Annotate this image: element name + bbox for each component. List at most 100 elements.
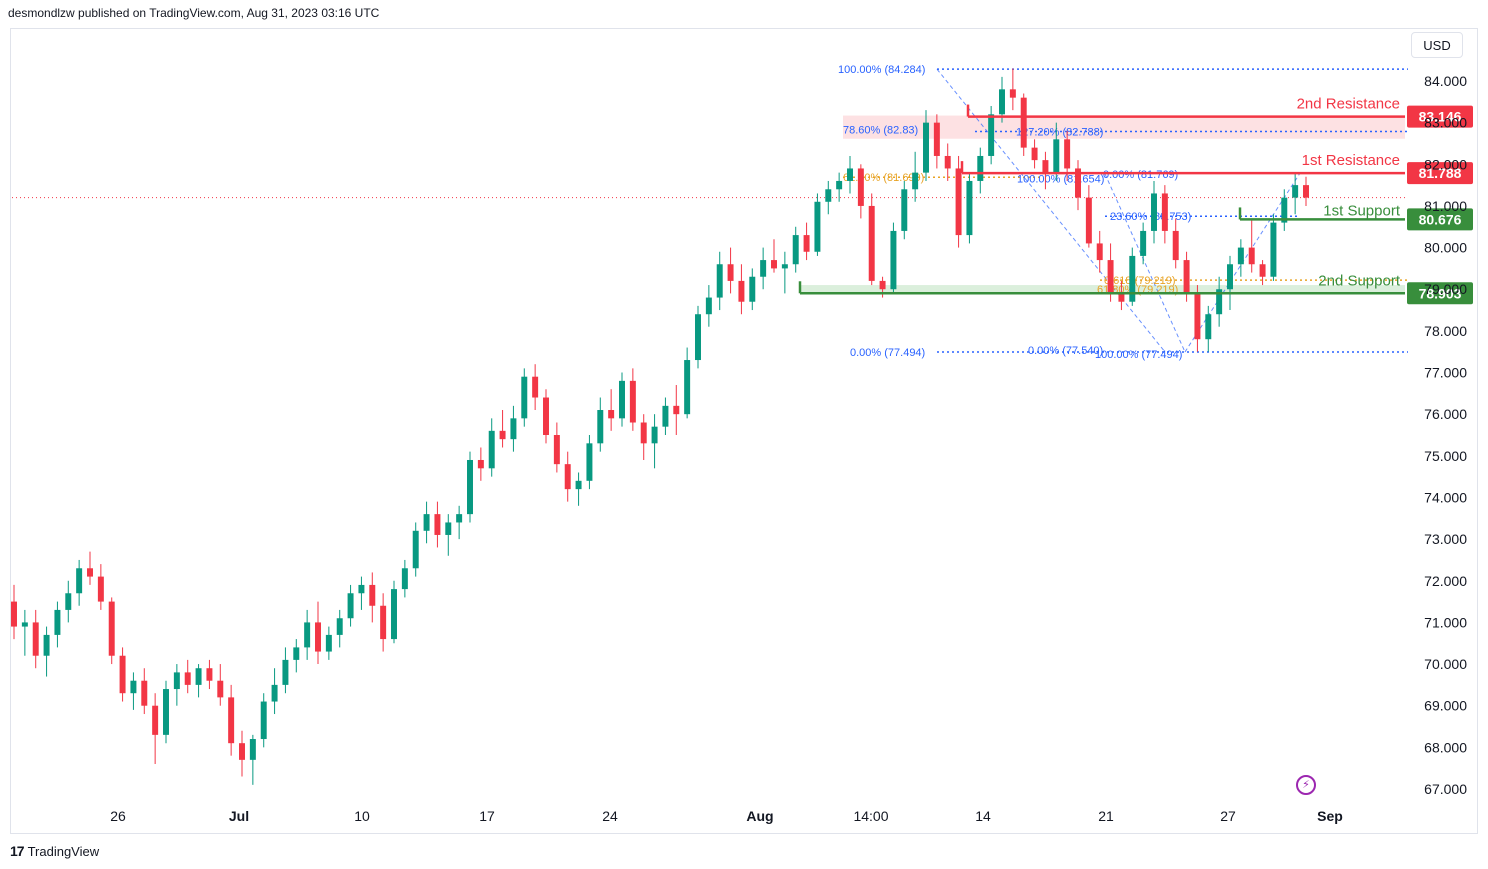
candle-body [629,380,636,423]
candle-body [1292,185,1299,198]
y-tick-label: 76.000 [1424,406,1467,422]
y-tick-label: 68.000 [1424,739,1467,755]
x-tick-label: 14 [975,808,991,824]
candle-body [293,647,300,660]
candle-body [119,655,126,694]
candle-body [32,622,39,656]
candle-body [825,189,832,202]
publisher-header: desmondlzw published on TradingView.com,… [8,6,380,20]
x-tick-label: 24 [602,808,618,824]
y-tick-label: 78.000 [1424,323,1467,339]
candle-body [456,514,463,523]
candle-body [760,260,767,277]
fib-label: 23.60% (80.753) [1110,211,1191,223]
candle-body [781,264,788,269]
candle-body [575,480,582,490]
candle-body [912,172,919,190]
candle-body [597,410,604,444]
candle-body [108,601,115,656]
candle-body [1096,243,1103,261]
candle-body [271,684,278,702]
candle-body [412,530,419,569]
fib-label: 78.60% (82.83) [843,125,918,137]
candle-body [282,659,289,685]
candle-body [1053,139,1060,173]
fib-label: 61.80% (81.690) [843,172,924,184]
fib-label: 100.00% (84.284) [838,64,925,76]
candle-body [868,205,875,281]
x-tick-label: 10 [354,808,370,824]
candle-body [836,180,843,190]
x-tick-label: 17 [479,808,495,824]
candle-body [619,380,625,419]
candle-body [336,618,343,635]
candle-body [814,201,821,252]
x-tick-label: Jul [229,808,249,824]
level-price-badge [1407,208,1473,231]
level-price-label: 80.676 [1419,211,1462,227]
candle-body [315,622,321,652]
candle-body [988,114,995,156]
candle-body [1270,222,1277,277]
candle-body [1107,260,1114,294]
candle-body [944,155,951,169]
fib-label: 0.00% (77.540) [1028,345,1103,357]
level-name: 1st Resistance [1302,152,1400,169]
candle-body [1031,147,1038,161]
y-axis: 84.000 83.000 82.000 81.000 80.000 79.000 78.0… [1424,73,1467,797]
candle-body [1237,247,1244,265]
candle-body [87,568,93,577]
fib-label: 0.00% (77.494) [850,347,925,359]
fib-label: 100.00% (81.654) [1017,174,1104,186]
candle-body [847,168,853,181]
candle-body [966,180,973,236]
candle-body [65,593,72,610]
level-price-badge [1407,162,1473,185]
level-price-label: 78.903 [1419,285,1462,301]
candle-body [640,422,647,444]
candle-body [184,672,191,685]
level-price-badge [1407,105,1473,128]
level-price-label: 81.788 [1419,165,1462,181]
candle-body [749,276,756,302]
candle-body [163,689,169,735]
x-tick-label: Sep [1317,808,1343,824]
candle-body [586,443,593,481]
candle-body [369,584,376,606]
level-name: 2nd Resistance [1297,96,1400,113]
candle-body [716,264,723,298]
tradingview-logo-icon: 17 [10,843,25,859]
candle-body [727,264,734,281]
currency-button[interactable]: USD [1411,32,1463,58]
candle-body [467,459,473,515]
candle-body [553,435,560,465]
candle-body [1248,247,1255,265]
candle-body [488,430,495,469]
candle-body [423,514,430,531]
y-tick-label: 80.000 [1424,240,1467,256]
y-tick-label: 84.000 [1424,73,1467,89]
candle-body [1216,289,1223,315]
y-tick-label: 77.000 [1424,365,1467,381]
x-tick-label: Aug [746,808,773,824]
candle-body [564,464,571,490]
candle-body [499,430,506,440]
candle-body [662,405,669,427]
candle-body [141,680,148,706]
candle-body [1194,293,1201,340]
candle-body [239,743,245,760]
y-tick-label: 83.000 [1424,115,1467,131]
candles [11,68,1309,785]
candle-body [1183,260,1190,294]
resistance-zone [843,115,1405,139]
candle-body [1259,264,1266,277]
level-price-badge [1407,282,1473,305]
candle-body [1303,185,1309,198]
lightning-icon[interactable]: ⚡ [1296,775,1316,795]
y-tick-label: 75.000 [1424,448,1467,464]
y-tick-label: 71.000 [1424,614,1467,630]
candle-body [1085,197,1092,244]
candle-body [1020,97,1027,148]
candle-body [923,122,929,173]
